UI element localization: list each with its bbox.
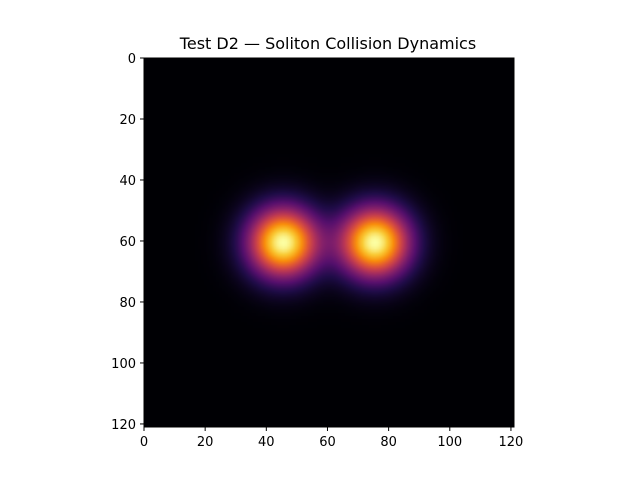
chart-title: Test D2 — Soliton Collision Dynamics — [179, 34, 476, 53]
x-tick-label: 100 — [437, 435, 462, 450]
y-tick-label: 0 — [128, 52, 136, 67]
x-tick-label: 0 — [140, 435, 148, 450]
x-axis: 0 20 40 60 80 100 120 — [140, 427, 523, 450]
y-tick-label: 20 — [119, 113, 136, 128]
y-axis: 0 20 40 60 80 100 120 — [111, 52, 144, 433]
x-tick-label: 20 — [197, 435, 214, 450]
axes-frame — [143, 57, 515, 428]
y-tick-label: 60 — [119, 235, 136, 250]
plot-area — [143, 57, 515, 428]
x-tick-label: 80 — [380, 435, 397, 450]
y-tick-label: 80 — [119, 296, 136, 311]
x-tick-label: 40 — [258, 435, 275, 450]
heatmap-image — [144, 58, 514, 427]
y-tick-label: 100 — [111, 357, 136, 372]
y-tick-label: 120 — [111, 418, 136, 433]
x-tick-label: 120 — [499, 435, 524, 450]
y-tick-label: 40 — [119, 174, 136, 189]
x-tick-label: 60 — [319, 435, 336, 450]
